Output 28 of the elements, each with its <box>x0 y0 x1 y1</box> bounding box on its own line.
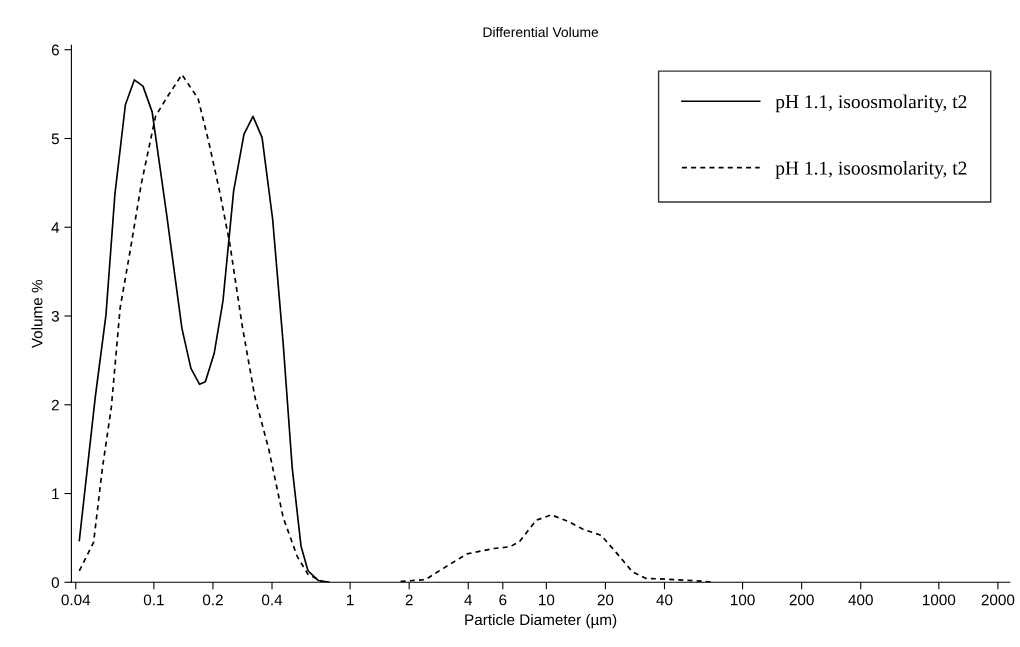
y-tick-label: 2 <box>51 399 59 411</box>
x-tick-label: 20 <box>597 594 614 606</box>
x-tick-label: 10 <box>539 594 555 606</box>
y-tick-label: 1 <box>52 488 59 500</box>
x-tick-label: 0.2 <box>202 594 223 606</box>
x-tick-label: 200 <box>789 594 814 606</box>
legend-label: pH 1.1, isoosmolarity, t2 <box>775 94 967 113</box>
x-tick-label: 100 <box>731 594 755 606</box>
x-axis-title: Particle Diameter (µm) <box>465 613 617 629</box>
x-tick-label: 0.1 <box>143 594 164 606</box>
x-tick-label: 400 <box>848 594 873 606</box>
y-axis-title: Volume % <box>31 279 43 349</box>
y-tick-label: 6 <box>51 44 59 56</box>
x-tick-label: 1000 <box>922 594 956 606</box>
x-tick-label: 0.4 <box>261 594 283 606</box>
y-tick-label: 0 <box>51 577 59 588</box>
chart-title: Differential Volume <box>483 26 599 38</box>
y-tick-label: 4 <box>51 222 60 233</box>
y-tick-label: 3 <box>51 310 59 322</box>
legend-label: pH 1.1, isoosmolarity, t2 <box>775 160 967 179</box>
x-tick-label: 0.04 <box>61 594 91 606</box>
x-tick-label: 2 <box>405 594 413 606</box>
y-tick-label: 5 <box>51 133 59 145</box>
x-tick-label: 6 <box>499 594 507 606</box>
x-tick-label: 2000 <box>981 594 1015 606</box>
x-tick-label: 4 <box>464 594 473 606</box>
x-tick-label: 1 <box>347 594 354 606</box>
x-tick-label: 40 <box>656 594 673 606</box>
